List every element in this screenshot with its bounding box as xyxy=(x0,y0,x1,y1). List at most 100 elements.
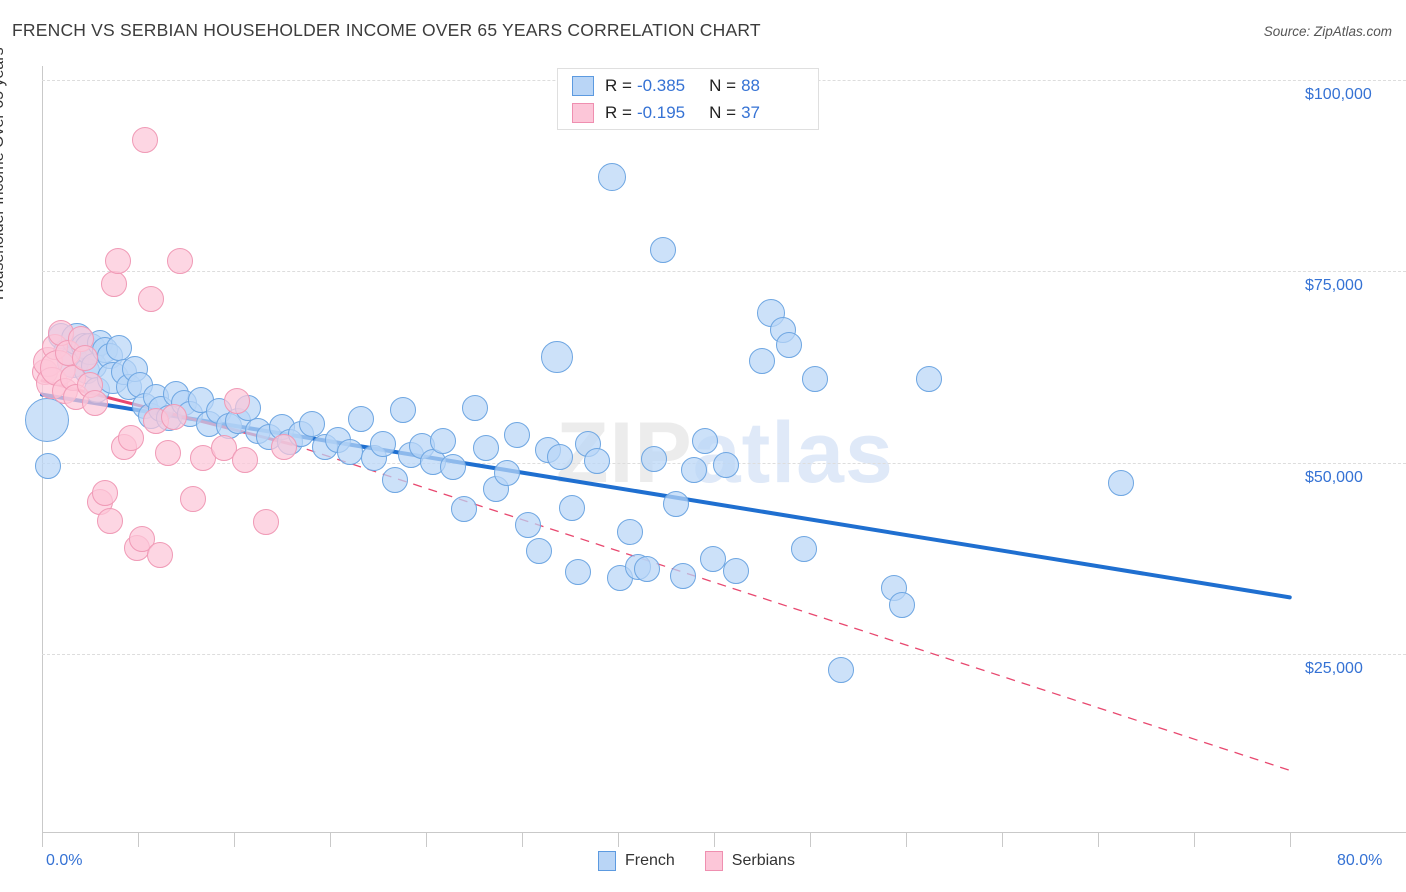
scatter-point-french[interactable] xyxy=(748,347,775,374)
y-tick-label: $50,000 xyxy=(1305,468,1363,486)
scatter-point-serbian[interactable] xyxy=(270,434,297,461)
scatter-point-french[interactable] xyxy=(713,451,740,478)
scatter-point-french[interactable] xyxy=(640,445,667,472)
scatter-point-french[interactable] xyxy=(597,163,626,192)
scatter-point-serbian[interactable] xyxy=(161,403,188,430)
scatter-point-french[interactable] xyxy=(450,496,477,523)
legend-label-serbians: Serbians xyxy=(731,852,795,869)
scatter-point-french[interactable] xyxy=(106,334,133,361)
scatter-point-french[interactable] xyxy=(634,556,661,583)
scatter-point-french[interactable] xyxy=(526,537,553,564)
legend-item-french[interactable]: French xyxy=(598,851,675,871)
y-axis-line xyxy=(42,66,43,832)
scatter-point-french[interactable] xyxy=(1107,470,1134,497)
scatter-point-french[interactable] xyxy=(790,536,817,563)
scatter-point-french[interactable] xyxy=(473,435,500,462)
french-legend-swatch-icon xyxy=(598,851,616,871)
scatter-point-french[interactable] xyxy=(722,557,749,584)
scatter-point-serbian[interactable] xyxy=(101,270,128,297)
scatter-point-french[interactable] xyxy=(700,546,727,573)
scatter-point-serbian[interactable] xyxy=(82,389,109,416)
french-swatch-icon xyxy=(572,76,594,96)
scatter-point-serbian[interactable] xyxy=(72,344,99,371)
scatter-point-serbian[interactable] xyxy=(167,248,194,275)
x-axis-tick xyxy=(233,833,235,847)
x-axis-tick xyxy=(1289,833,1291,847)
scatter-point-french[interactable] xyxy=(584,448,611,475)
scatter-point-french[interactable] xyxy=(503,422,530,449)
scatter-point-french[interactable] xyxy=(650,236,677,263)
serbian-n-label: N = xyxy=(709,103,737,122)
serbian-n-value: 37 xyxy=(741,103,760,122)
scatter-point-french[interactable] xyxy=(347,406,374,433)
scatter-point-french[interactable] xyxy=(429,428,456,455)
scatter-point-french[interactable] xyxy=(299,411,326,438)
y-tick-label: $75,000 xyxy=(1305,277,1363,295)
x-axis-tick xyxy=(329,833,331,847)
scatter-point-french[interactable] xyxy=(494,460,521,487)
serbian-r-label: R = xyxy=(605,103,632,122)
scatter-point-serbian[interactable] xyxy=(252,508,279,535)
legend-label-french: French xyxy=(625,852,675,869)
scatter-point-french[interactable] xyxy=(827,657,854,684)
x-axis-tick xyxy=(713,833,715,847)
series-legend: French Serbians xyxy=(598,851,825,871)
scatter-point-serbian[interactable] xyxy=(104,247,131,274)
scatter-point-french[interactable] xyxy=(381,467,408,494)
x-axis-tick xyxy=(425,833,427,847)
scatter-point-french[interactable] xyxy=(35,452,62,479)
scatter-point-french[interactable] xyxy=(669,562,696,589)
serbian-swatch-icon xyxy=(572,103,594,123)
scatter-point-french[interactable] xyxy=(439,454,466,481)
x-axis-tick xyxy=(809,833,811,847)
watermark-zip: ZIP xyxy=(556,405,693,501)
scatter-point-french[interactable] xyxy=(888,592,915,619)
x-tick-label-min: 0.0% xyxy=(46,852,83,869)
scatter-point-french[interactable] xyxy=(916,366,943,393)
x-axis-tick xyxy=(905,833,907,847)
gridline xyxy=(42,271,1406,273)
scatter-point-french[interactable] xyxy=(541,341,574,374)
scatter-point-french[interactable] xyxy=(776,331,803,358)
scatter-point-french[interactable] xyxy=(692,428,719,455)
scatter-point-french[interactable] xyxy=(547,444,574,471)
y-tick-label: $100,000 xyxy=(1305,86,1372,103)
x-axis-tick xyxy=(521,833,523,847)
serbians-legend-swatch-icon xyxy=(704,851,723,871)
scatter-point-french[interactable] xyxy=(663,490,690,517)
stats-row-serbian: R = -0.195 N = 37 xyxy=(572,100,760,126)
scatter-point-french[interactable] xyxy=(801,366,828,393)
page-title: FRENCH VS SERBIAN HOUSEHOLDER INCOME OVE… xyxy=(12,20,761,40)
scatter-point-french[interactable] xyxy=(389,396,416,423)
y-axis-title: Householder Income Over 65 years xyxy=(0,47,7,300)
x-axis-tick xyxy=(1193,833,1195,847)
scatter-point-serbian[interactable] xyxy=(91,479,118,506)
french-r-value: -0.385 xyxy=(636,76,686,95)
scatter-point-serbian[interactable] xyxy=(96,507,123,534)
scatter-point-serbian[interactable] xyxy=(180,485,207,512)
scatter-point-serbian[interactable] xyxy=(117,425,144,452)
scatter-point-serbian[interactable] xyxy=(132,127,159,154)
scatter-point-french[interactable] xyxy=(462,395,489,422)
y-tick-label: $25,000 xyxy=(1305,660,1363,677)
scatter-point-french[interactable] xyxy=(370,431,397,458)
correlation-stats-box: R = -0.385 N = 88 R = -0.195 N = 37 xyxy=(557,68,819,130)
x-axis-tick xyxy=(617,833,619,847)
x-tick-label-max: 80.0% xyxy=(1337,852,1383,869)
legend-item-serbians[interactable]: Serbians xyxy=(704,851,795,871)
scatter-point-french[interactable] xyxy=(565,559,592,586)
x-axis-line xyxy=(42,832,1406,833)
scatter-point-french[interactable] xyxy=(515,512,542,539)
scatter-point-serbian[interactable] xyxy=(154,439,181,466)
scatter-point-french[interactable] xyxy=(681,457,708,484)
scatter-point-french[interactable] xyxy=(558,494,585,521)
scatter-point-serbian[interactable] xyxy=(138,285,165,312)
source-attribution: Source: ZipAtlas.com xyxy=(1263,24,1392,39)
scatter-point-french[interactable] xyxy=(24,397,69,442)
scatter-point-french[interactable] xyxy=(336,438,363,465)
scatter-point-serbian[interactable] xyxy=(223,387,250,414)
scatter-point-french[interactable] xyxy=(616,518,643,545)
scatter-point-serbian[interactable] xyxy=(146,541,173,568)
scatter-point-serbian[interactable] xyxy=(210,435,237,462)
scatter-point-serbian[interactable] xyxy=(231,446,258,473)
